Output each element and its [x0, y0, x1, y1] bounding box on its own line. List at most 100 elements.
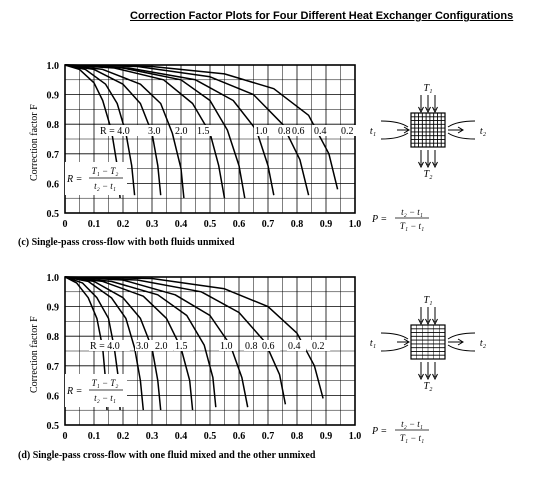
- arrowhead: [403, 126, 410, 134]
- r-curve-label: 1.5: [175, 341, 188, 352]
- x-tick-label: 0.7: [262, 431, 275, 442]
- x-tick-label: 0.7: [262, 219, 275, 230]
- series-curve-r-0.6: [64, 64, 275, 196]
- y-axis-label: Correction factor F: [29, 316, 40, 393]
- arrowhead: [425, 373, 431, 381]
- y-tick-label: 0.9: [47, 91, 60, 102]
- cold-flow-outlet: [447, 332, 476, 352]
- r-label-backdrop: [219, 340, 239, 351]
- r-label-backdrop: [174, 125, 194, 136]
- r-curve-label: 0.4: [288, 341, 301, 352]
- cold-flow-outlet: [447, 120, 476, 140]
- arrowhead: [425, 318, 431, 326]
- x-tick-label: 0.5: [204, 431, 217, 442]
- p-definition-numerator: t₂ − t₁: [401, 419, 423, 429]
- r-curve-label: 2.0: [155, 341, 168, 352]
- r-curve-label: 0.2: [312, 341, 325, 352]
- r-label-backdrop: [147, 125, 167, 136]
- r-label-backdrop: [99, 125, 140, 136]
- p-definition-denominator: T₁ − t₁: [400, 433, 424, 443]
- arrowhead: [457, 126, 464, 134]
- r-definition-prefix: R =: [66, 386, 82, 397]
- series-curve-r-0.2: [64, 276, 324, 399]
- r-label-backdrop: [196, 125, 216, 136]
- x-tick-label: 0.8: [291, 431, 304, 442]
- arrowhead: [432, 161, 438, 169]
- y-tick-label: 0.5: [47, 209, 60, 220]
- y-tick-label: 0.7: [47, 362, 60, 373]
- r-curve-label: R = 4.0: [100, 126, 130, 137]
- label-hot-outlet: T₂: [423, 381, 433, 392]
- series-curve-r-2.0: [64, 64, 162, 196]
- r-definition-numerator: T₁ − T₂: [92, 378, 119, 388]
- x-tick-label: 0.4: [175, 219, 188, 230]
- arrowhead: [403, 338, 410, 346]
- page-title: Correction Factor Plots for Four Differe…: [130, 10, 514, 22]
- y-tick-label: 0.9: [47, 303, 60, 314]
- r-label-backdrop: [89, 340, 130, 351]
- cold-flow-inlet: [380, 332, 409, 352]
- r-curve-label: 0.6: [262, 341, 275, 352]
- series-curve-r-3.0: [64, 64, 136, 196]
- x-tick-label: 1.0: [349, 219, 362, 230]
- r-curve-label: 1.0: [255, 126, 268, 137]
- r-definition-numerator: T₁ − T₂: [92, 166, 119, 176]
- panel-caption: (c) Single-pass cross-flow with both flu…: [18, 237, 235, 248]
- series-curve-r-0.4: [64, 276, 287, 405]
- r-definition-denominator: t₂ − t₁: [94, 393, 116, 403]
- x-tick-label: 0.2: [117, 219, 130, 230]
- x-tick-label: 0.8: [291, 219, 304, 230]
- r-definition-prefix: R =: [66, 174, 82, 185]
- p-definition-prefix: P =: [371, 214, 387, 225]
- cold-flow-inlet: [380, 120, 409, 140]
- plot-frame: [64, 276, 356, 426]
- r-curve-label: 1.0: [220, 341, 233, 352]
- x-tick-label: 1.0: [349, 431, 362, 442]
- r-curve-label: 0.8: [245, 341, 258, 352]
- r-label-backdrop: [311, 340, 331, 351]
- p-definition-denominator: T₁ − t₁: [400, 221, 424, 231]
- r-label-backdrop: [135, 340, 155, 351]
- r-curve-label: 0.2: [341, 126, 354, 137]
- y-tick-label: 0.7: [47, 150, 60, 161]
- arrowhead: [432, 373, 438, 381]
- plot-frame: [64, 64, 356, 214]
- r-label-backdrop: [277, 125, 297, 136]
- arrowhead: [418, 106, 424, 114]
- arrowhead: [432, 106, 438, 114]
- panel-caption: (d) Single-pass cross-flow with one flui…: [18, 450, 316, 461]
- r-label-backdrop: [254, 125, 274, 136]
- r-curve-label: 0.6: [292, 126, 305, 137]
- x-tick-label: 0.3: [146, 219, 159, 230]
- exchanger-core: [410, 112, 446, 148]
- y-tick-label: 1.0: [47, 61, 60, 72]
- x-tick-label: 0.6: [233, 219, 246, 230]
- x-tick-label: 0.4: [175, 431, 188, 442]
- r-label-backdrop: [174, 340, 194, 351]
- r-curve-label: 1.5: [197, 126, 210, 137]
- series-curve-r-0.8: [64, 276, 217, 408]
- label-hot-inlet: T₁: [423, 295, 432, 306]
- arrowhead: [418, 318, 424, 326]
- arrowhead: [425, 161, 431, 169]
- label-hot-inlet: T₁: [423, 83, 432, 94]
- label-cold-outlet: t₂: [480, 126, 487, 137]
- series-curve-r-1.0: [64, 276, 194, 411]
- label-hot-outlet: T₂: [423, 169, 433, 180]
- arrowhead: [457, 338, 464, 346]
- series-curve-r-2.0: [64, 276, 145, 411]
- y-axis-label: Correction factor F: [29, 104, 40, 181]
- r-definition-denominator: t₂ − t₁: [94, 181, 116, 191]
- x-tick-label: 0.2: [117, 431, 130, 442]
- series-curve-r-0.2: [64, 64, 339, 190]
- r-curve-label: 2.0: [175, 126, 188, 137]
- p-definition-numerator: t₂ − t₁: [401, 207, 423, 217]
- r-label-backdrop: [287, 340, 307, 351]
- x-tick-label: 0.9: [320, 431, 333, 442]
- r-definition-backdrop: [65, 162, 127, 195]
- r-curve-label: 3.0: [136, 341, 149, 352]
- y-tick-label: 1.0: [47, 273, 60, 284]
- series-curve-r-1.5: [64, 64, 185, 199]
- y-tick-label: 0.8: [47, 332, 60, 343]
- x-tick-label: 0.3: [146, 431, 159, 442]
